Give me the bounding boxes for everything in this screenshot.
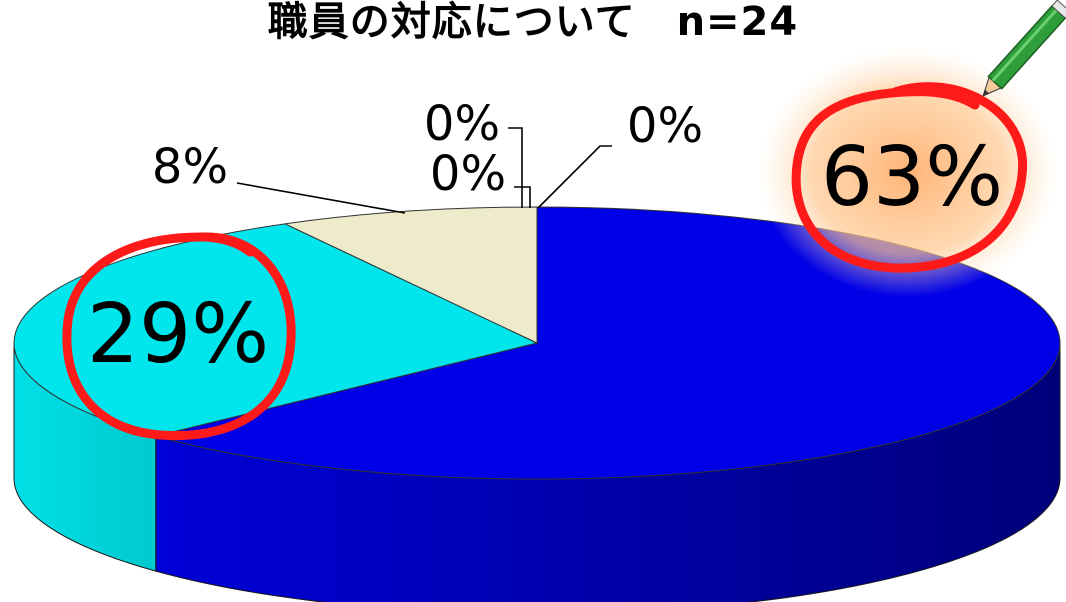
highlight-circle-2	[62, 232, 296, 441]
data-label-1: 63%	[821, 130, 1003, 225]
pie-slice-3	[283, 206, 538, 344]
label-layer: 63%29%8%0%0%0%	[62, 0, 1066, 441]
data-label-5: 0%	[430, 146, 506, 202]
pie-slice-2	[13, 223, 539, 437]
chart-title: 職員の対応について n=24	[267, 0, 799, 45]
highlight-circle-1	[791, 82, 1028, 273]
leader-line-6	[537, 145, 612, 209]
data-label-2: 29%	[87, 287, 269, 382]
leader-line-4	[508, 127, 523, 208]
data-label-3: 8%	[152, 139, 228, 195]
data-label-4: 0%	[424, 96, 500, 152]
data-label-6: 0%	[627, 98, 703, 154]
pencil-icon	[982, 0, 1066, 97]
leader-line-5	[514, 186, 531, 208]
leader-line-3	[236, 182, 406, 214]
pie-layer	[13, 206, 1061, 602]
